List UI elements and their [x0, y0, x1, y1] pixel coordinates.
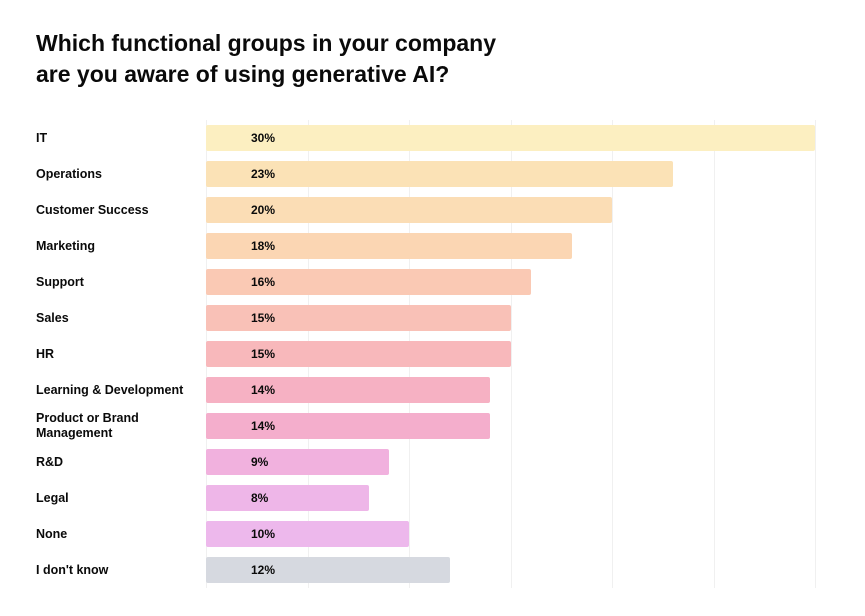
bar-row: I don't know12%: [206, 552, 856, 588]
value-label: 14%: [251, 419, 275, 433]
category-label: Product or Brand Management: [36, 411, 196, 441]
bar: [206, 557, 450, 583]
bar-row: Legal8%: [206, 480, 856, 516]
value-label: 30%: [251, 131, 275, 145]
value-label: 18%: [251, 239, 275, 253]
category-label: Sales: [36, 311, 196, 326]
category-label: Customer Success: [36, 203, 196, 218]
bar: [206, 377, 490, 403]
bar: [206, 521, 409, 547]
bar: [206, 125, 815, 151]
category-label: Support: [36, 275, 196, 290]
bar-row: Customer Success20%: [206, 192, 856, 228]
category-label: IT: [36, 131, 196, 146]
bar: [206, 161, 673, 187]
bar: [206, 485, 369, 511]
bar: [206, 449, 389, 475]
chart-container: Which functional groups in your company …: [0, 0, 865, 608]
bar-row: Operations23%: [206, 156, 856, 192]
category-label: HR: [36, 347, 196, 362]
category-label: R&D: [36, 455, 196, 470]
title-line-1: Which functional groups in your company: [36, 30, 496, 56]
title-line-2: are you aware of using generative AI?: [36, 61, 449, 87]
bar-row: Product or Brand Management14%: [206, 408, 856, 444]
bar-row: HR15%: [206, 336, 856, 372]
bar-row: Sales15%: [206, 300, 856, 336]
value-label: 8%: [251, 491, 268, 505]
bar-row: R&D9%: [206, 444, 856, 480]
category-label: I don't know: [36, 563, 196, 578]
bar-rows: IT30%Operations23%Customer Success20%Mar…: [206, 120, 856, 588]
plot-area: IT30%Operations23%Customer Success20%Mar…: [206, 120, 856, 588]
bar-row: Learning & Development14%: [206, 372, 856, 408]
value-label: 15%: [251, 311, 275, 325]
category-label: None: [36, 527, 196, 542]
value-label: 12%: [251, 563, 275, 577]
bar-row: IT30%: [206, 120, 856, 156]
bar-chart: IT 30% Operations 23% Customer Success 20% Mar…: [36, 120, 829, 588]
category-label: Learning & Development: [36, 383, 196, 398]
bar-row: Support16%: [206, 264, 856, 300]
value-label: 20%: [251, 203, 275, 217]
value-label: 14%: [251, 383, 275, 397]
bar-row: Marketing18%: [206, 228, 856, 264]
value-label: 10%: [251, 527, 275, 541]
value-label: 9%: [251, 455, 268, 469]
category-label: Legal: [36, 491, 196, 506]
value-label: 15%: [251, 347, 275, 361]
bar-row: None10%: [206, 516, 856, 552]
bar: [206, 413, 490, 439]
category-label: Marketing: [36, 239, 196, 254]
value-label: 23%: [251, 167, 275, 181]
chart-title: Which functional groups in your company …: [36, 28, 596, 90]
value-label: 16%: [251, 275, 275, 289]
category-label: Operations: [36, 167, 196, 182]
